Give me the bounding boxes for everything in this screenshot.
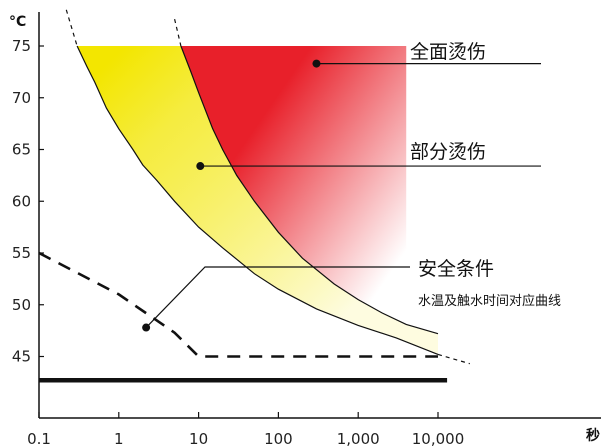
y-tick-label: 45 <box>12 348 31 366</box>
annotations: 全面烫伤 部分烫伤 安全条件 水温及触水时间对应曲线 <box>142 41 561 332</box>
y-tick-label: 55 <box>12 244 31 262</box>
y-axis-ticks: 75 70 65 60 55 50 45 <box>12 37 44 366</box>
chart-caption: 水温及触水时间对应曲线 <box>418 293 561 309</box>
x-tick-label: 10 <box>189 430 208 448</box>
safe-condition-curve <box>38 251 438 358</box>
safe-condition-marker <box>142 323 151 332</box>
partial-burn-curve-extension <box>65 9 470 365</box>
y-axis-unit: °C <box>9 14 26 30</box>
safe-condition-label: 安全条件 <box>418 258 494 280</box>
x-axis-unit: 秒 <box>586 427 600 444</box>
partial-burn-marker <box>196 162 205 171</box>
partial-burn-region <box>77 46 438 355</box>
partial-burn-label: 部分烫伤 <box>410 141 486 163</box>
axes <box>38 12 601 419</box>
full-burn-region <box>180 46 407 325</box>
full-burn-curve <box>180 45 439 335</box>
x-tick-label: 100 <box>264 430 293 448</box>
x-axis-ticks: 0.1 1 10 100 1,000 10,000 <box>27 412 464 448</box>
x-tick-label: 0.1 <box>27 430 51 448</box>
safe-condition-leader <box>145 266 410 328</box>
full-burn-label: 全面烫伤 <box>410 41 486 63</box>
x-tick-label: 10,000 <box>412 430 465 448</box>
full-burn-marker <box>312 59 321 68</box>
y-tick-label: 60 <box>12 192 31 210</box>
partial-burn-curve <box>76 45 439 355</box>
y-tick-label: 75 <box>12 37 31 55</box>
y-tick-label: 65 <box>12 141 31 159</box>
x-tick-label: 1,000 <box>337 430 380 448</box>
y-tick-label: 50 <box>12 296 31 314</box>
x-tick-label: 1 <box>114 430 124 448</box>
full-burn-curve-extension <box>174 18 182 47</box>
y-tick-label: 70 <box>12 89 31 107</box>
